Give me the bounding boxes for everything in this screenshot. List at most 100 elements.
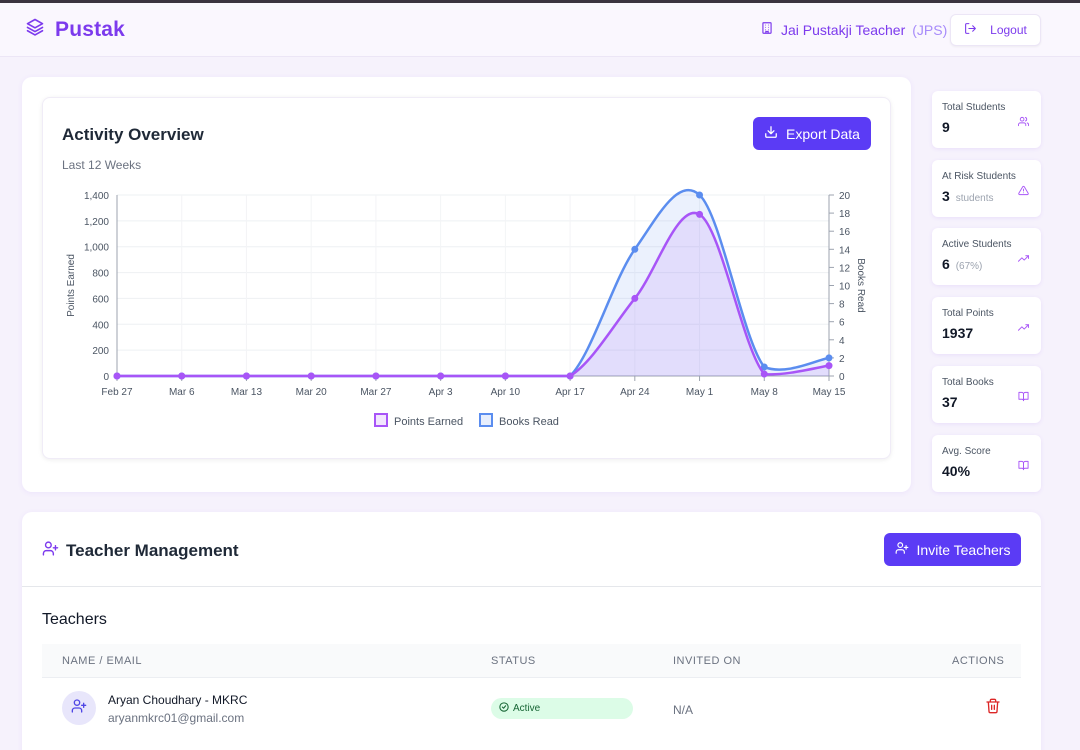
stat-subtext: (67%) [955,261,983,273]
y-tick-label: 1,400 [84,191,109,202]
y2-tick-label: 12 [839,263,851,274]
stat-card: Active Students 6 (67%) [932,228,1041,286]
activity-chart-card [42,97,891,459]
export-data-button[interactable]: Export Data [753,117,871,150]
invite-teachers-label: Invite Teachers [916,541,1011,558]
series-area [117,190,829,376]
stat-value: 9 [942,119,950,135]
legend-swatch [374,413,388,427]
status-badge: Active [491,698,633,719]
column-header-invited-on: INVITED ON [673,655,741,667]
book-open-icon [1018,458,1029,476]
invited-on-value: N/A [673,703,694,717]
y-tick-label: 200 [92,346,109,357]
table-row: Aryan Choudhary - MKRC aryanmkrc01@gmail… [42,679,1021,750]
y-tick-label: 1,200 [84,217,109,228]
school-abbr: (JPS) [912,21,948,38]
stat-value: 1937 [942,325,974,342]
teacher-management-title: Teacher Management [66,541,239,560]
stat-subtext: students [955,192,994,204]
users-icon [1018,114,1029,132]
activity-chart: 0 200 400 600 800 1,000 1,200 1,400 0 2 4 6 8 10 12 14 1… [66,188,866,428]
x-tick-label: Mar 13 [231,387,263,398]
export-data-label: Export Data [786,125,860,142]
data-point [372,372,380,380]
y-tick-label: 400 [92,320,109,331]
column-header-actions: ACTIONS [952,655,1005,667]
user-plus-icon [71,698,87,719]
x-tick-label: Feb 27 [101,387,133,398]
teachers-table-header: NAME / EMAIL STATUS INVITED ON ACTIONS [42,644,1021,678]
column-header-status: STATUS [491,655,536,667]
teachers-list-title: Teachers [42,611,107,628]
x-tick-label: Mar 20 [296,387,328,398]
stat-card: Total Points 1937 [932,297,1041,355]
stat-value: 3 students [942,187,994,204]
stat-label: Total Students [942,102,1006,113]
data-point [437,372,445,380]
x-tick-label: Mar 6 [169,387,195,398]
y2-tick-label: 8 [839,300,845,311]
stat-card: At Risk Students 3 students [932,159,1041,217]
chart-subtitle: Last 12 Weeks [62,158,142,172]
data-point [178,372,186,380]
legend-swatch [479,413,493,427]
school-name: Jai Pustakji Teacher [781,21,906,38]
stat-value: 40% [942,462,971,479]
x-tick-label: Apr 24 [620,387,650,398]
data-point [825,354,833,362]
stat-label: At Risk Students [942,170,1016,182]
check-circle-icon [499,702,509,715]
stat-label: Total Books [942,376,994,388]
trending-up-icon [1018,251,1029,269]
data-point [307,372,315,380]
stat-card: Avg. Score 40% [932,434,1041,492]
logout-button[interactable]: Logout [950,14,1041,46]
avatar [62,691,96,725]
teacher-management-header: Teacher Management [42,540,239,562]
teacher-name: Aryan Choudhary - MKRC [108,693,248,707]
alert-triangle-icon [1018,183,1029,201]
chart-title: Activity Overview [62,125,204,144]
invite-teachers-button[interactable]: Invite Teachers [884,533,1021,566]
data-point [760,363,768,371]
app-name: Pustak [55,17,126,41]
stat-value: 37 [942,393,958,410]
data-point [242,372,250,380]
y2-tick-label: 20 [839,191,851,202]
y2-tick-label: 16 [839,227,851,238]
x-tick-label: May 8 [751,387,779,398]
data-point [631,245,639,253]
logout-label: Logout [990,23,1027,37]
y2-tick-label: 4 [839,336,845,347]
x-tick-label: Apr 3 [429,387,453,398]
teacher-email: aryanmkrc01@gmail.com [108,711,245,725]
data-point [696,191,704,199]
status-label: Active [513,703,541,714]
y-tick-label: 0 [103,372,109,383]
x-tick-label: Apr 17 [555,387,585,398]
y-axis-label: Points Earned [66,254,77,317]
y-tick-label: 600 [92,294,109,305]
y2-tick-label: 10 [839,282,851,293]
stat-card: Total Students 9 [932,91,1041,148]
x-tick-label: May 1 [686,387,714,398]
data-point [825,362,833,370]
x-tick-label: Mar 27 [360,387,392,398]
y-tick-label: 1,000 [84,243,109,254]
y2-tick-label: 14 [839,245,851,256]
book-open-icon [1018,389,1029,407]
stat-value: 6 (67%) [942,256,983,273]
logout-icon [964,22,977,38]
school-info: Jai Pustakji Teacher (JPS) [760,21,947,38]
y2-tick-label: 6 [839,318,845,329]
data-point [566,372,574,380]
data-point [501,372,509,380]
y-tick-label: 800 [92,269,109,280]
delete-teacher-button[interactable] [985,698,1001,719]
user-plus-icon [42,540,59,562]
download-icon [764,125,778,142]
brand[interactable]: Pustak [25,17,125,42]
x-tick-label: Apr 10 [491,387,521,398]
stat-label: Active Students [942,239,1012,251]
